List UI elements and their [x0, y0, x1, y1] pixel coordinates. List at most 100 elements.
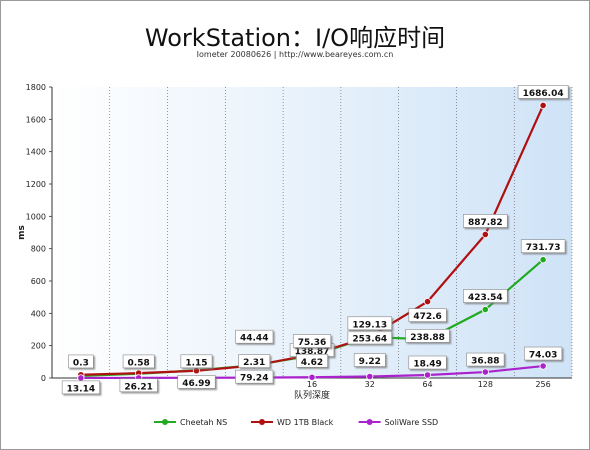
data-label-box — [408, 308, 447, 322]
data-label-text: 1686.04 — [523, 89, 564, 99]
data-label-box — [177, 375, 216, 389]
data-label: 1686.04 — [517, 85, 569, 99]
data-point — [481, 368, 489, 376]
data-label-box — [68, 354, 94, 369]
y-tick-label: 1400 — [26, 148, 46, 157]
data-label-box — [466, 352, 505, 367]
data-label-box — [520, 239, 566, 254]
data-label-box — [517, 85, 569, 99]
data-label-text: 472.6 — [413, 312, 441, 322]
y-tick-label: 1200 — [26, 180, 46, 189]
data-label-text: 731.73 — [526, 243, 561, 253]
x-tick-label: 64 — [422, 380, 432, 389]
data-label-box — [238, 354, 271, 368]
data-label-text: 129.13 — [352, 320, 387, 330]
data-label-box — [292, 334, 332, 348]
y-tick-label: 600 — [31, 277, 46, 286]
data-label-box — [408, 355, 447, 370]
x-axis-title: 队列深度 — [294, 389, 330, 401]
data-point — [481, 305, 489, 314]
legend-label: Cheetah NS — [180, 418, 227, 427]
data-point — [77, 374, 85, 382]
x-tick-label: 32 — [365, 380, 375, 389]
data-point — [423, 371, 432, 379]
data-label: 129.13 — [347, 316, 392, 331]
data-label-text: 26.21 — [124, 382, 152, 392]
chart-title: WorkStation：I/O响应时间 — [144, 24, 446, 52]
legend-item: Cheetah NS — [154, 418, 227, 427]
data-label-text: 0.3 — [73, 358, 89, 368]
chart-subtitle: Iometer 20080626 | http://www.beareyes.c… — [196, 50, 394, 59]
data-label: 4.62 — [296, 353, 328, 368]
data-label: 2.31 — [238, 354, 271, 368]
data-label-box — [463, 214, 508, 228]
y-axis-title: ms — [17, 225, 27, 240]
data-label-text: 74.03 — [529, 351, 557, 361]
y-tick-label: 800 — [31, 245, 46, 254]
data-label: 26.21 — [119, 378, 158, 393]
data-label-box — [524, 346, 563, 361]
y-tick-label: 1800 — [26, 83, 46, 92]
data-label-box — [463, 289, 508, 303]
data-label-text: 46.99 — [182, 379, 210, 389]
y-tick-label: 200 — [31, 342, 46, 351]
data-label: 74.03 — [524, 346, 563, 361]
data-point — [308, 373, 316, 381]
data-label-box — [235, 329, 274, 344]
data-label-text: 887.82 — [468, 218, 503, 228]
data-label-text: 44.44 — [240, 334, 268, 344]
data-label-text: 423.54 — [468, 293, 503, 303]
data-label: 423.54 — [463, 289, 508, 303]
data-point — [539, 362, 547, 370]
data-label: 44.44 — [235, 329, 274, 344]
x-tick-label: 16 — [307, 380, 317, 389]
data-label-text: 36.88 — [471, 357, 499, 367]
legend-swatch-marker — [259, 419, 265, 425]
legend-swatch-marker — [366, 419, 373, 425]
data-point — [539, 256, 547, 264]
data-label-box — [119, 378, 158, 393]
data-label-text: 0.58 — [128, 358, 150, 368]
x-tick-label: 128 — [478, 380, 493, 389]
data-label: 79.24 — [235, 369, 274, 384]
data-label-text: 18.49 — [413, 360, 441, 370]
data-point — [192, 367, 201, 375]
legend-swatch-marker — [162, 419, 168, 425]
data-label-text: 13.14 — [67, 384, 95, 394]
data-label: 472.6 — [408, 308, 447, 322]
data-label: 887.82 — [463, 214, 508, 228]
data-label: 75.36 — [292, 334, 332, 348]
data-label-box — [347, 330, 392, 345]
data-label-box — [122, 354, 155, 369]
legend-item: WD 1TB Black — [251, 418, 334, 427]
y-tick-label: 1600 — [26, 115, 46, 124]
legend-label: SoliWare SSD — [385, 418, 439, 427]
data-point — [481, 230, 489, 239]
data-label: 13.14 — [61, 380, 100, 395]
data-label-text: 238.88 — [410, 333, 445, 343]
y-tick-label: 1000 — [26, 212, 46, 221]
data-label: 0.58 — [122, 354, 155, 369]
data-label-box — [353, 353, 386, 367]
data-label-box — [61, 380, 100, 395]
data-label: 253.64 — [347, 330, 392, 345]
data-label-text: 2.31 — [243, 358, 265, 368]
data-point — [423, 297, 432, 306]
data-point — [539, 101, 547, 110]
legend-item: SoliWare SSD — [358, 418, 439, 427]
y-tick-label: 400 — [31, 309, 46, 318]
data-label-box — [296, 353, 328, 368]
data-label: 731.73 — [520, 239, 566, 254]
data-label-text: 1.15 — [185, 358, 207, 368]
data-label-text: 4.62 — [301, 358, 323, 368]
data-label-box — [347, 316, 392, 331]
data-label: 36.88 — [466, 352, 505, 367]
data-label: 9.22 — [353, 353, 386, 367]
data-label-box — [235, 369, 274, 384]
data-label-text: 79.24 — [240, 374, 268, 384]
y-tick-label: 0 — [41, 374, 46, 383]
data-label: 0.3 — [68, 354, 94, 369]
data-label-text: 253.64 — [352, 334, 387, 344]
data-label: 46.99 — [177, 375, 216, 389]
